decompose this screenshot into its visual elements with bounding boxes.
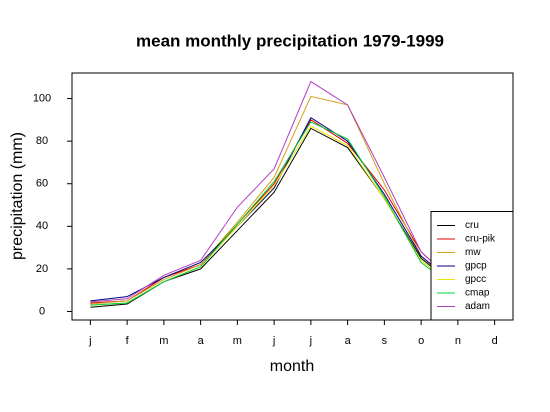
- y-tick-label: 40: [36, 220, 48, 232]
- x-tick-label: m: [233, 335, 242, 347]
- series-line: [90, 117, 495, 302]
- x-tick-label: o: [418, 335, 424, 347]
- y-axis-label: precipitation (mm): [9, 132, 26, 260]
- y-tick-label: 80: [36, 135, 48, 147]
- x-tick-label: d: [492, 335, 498, 347]
- plot-frame: [71, 72, 514, 321]
- x-tick-label: a: [198, 335, 205, 347]
- x-axis-label: month: [270, 358, 314, 375]
- x-tick-label: j: [309, 335, 312, 347]
- legend-label: cru-pik: [465, 234, 496, 245]
- y-tick-label: 0: [39, 305, 45, 317]
- legend-label: gpcc: [465, 274, 486, 285]
- legend-label: mw: [465, 247, 481, 258]
- y-tick-label: 100: [33, 92, 51, 104]
- legend-label: adam: [465, 301, 490, 312]
- x-tick-label: m: [159, 335, 168, 347]
- legend-label: gpcp: [465, 261, 487, 272]
- y-tick-label: 20: [36, 263, 48, 275]
- series-line: [90, 80, 495, 303]
- x-tick-label: a: [345, 335, 352, 347]
- x-tick-label: j: [272, 335, 275, 347]
- y-tick-label: 60: [36, 178, 48, 190]
- legend-label: cmap: [465, 288, 490, 299]
- x-tick-label: f: [126, 335, 130, 347]
- x-tick-label: j: [88, 335, 91, 347]
- x-tick-label: s: [382, 335, 388, 347]
- legend-label: cru: [465, 220, 479, 231]
- x-tick-label: n: [455, 335, 461, 347]
- series-line: [90, 121, 495, 306]
- chart-title: mean monthly precipitation 1979-1999: [136, 31, 444, 50]
